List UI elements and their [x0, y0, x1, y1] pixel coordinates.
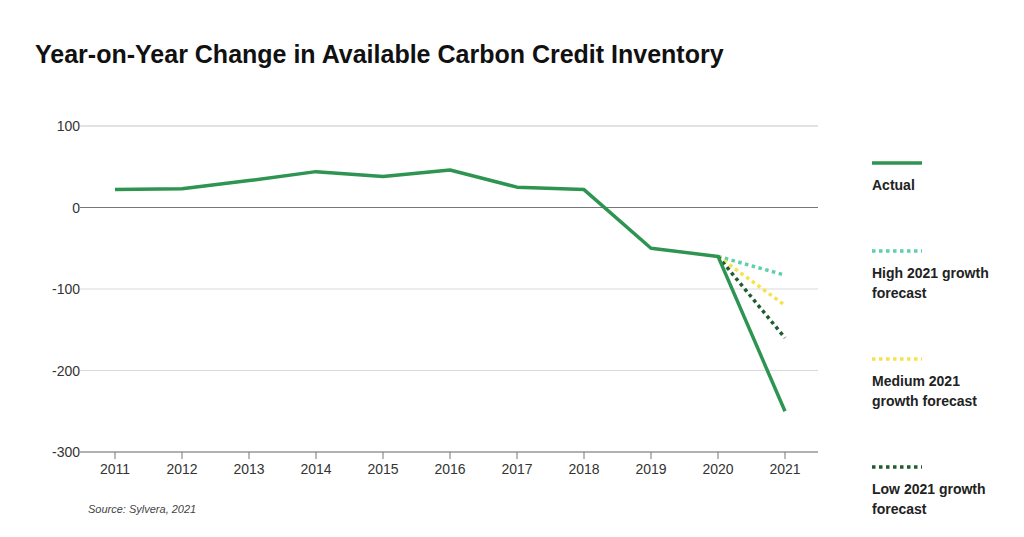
grid	[80, 126, 818, 452]
legend-swatch	[872, 161, 922, 165]
x-tick	[651, 452, 652, 459]
y-tick-label: 100	[57, 118, 81, 134]
chart-svg: Year-on-Year Change in Available Carbon …	[0, 0, 1024, 537]
legend-line: Actual	[872, 177, 915, 193]
x-tick-label: 2019	[635, 461, 666, 477]
legend-swatch	[872, 465, 922, 469]
legend-line: forecast	[872, 501, 927, 517]
legend-line: Medium 2021	[872, 373, 960, 389]
legend-swatch	[872, 249, 922, 253]
x-tick-label: 2014	[300, 461, 331, 477]
x-tick-label: 2015	[367, 461, 398, 477]
x-tick	[115, 452, 116, 459]
x-tick	[316, 452, 317, 459]
series-group	[115, 170, 785, 411]
x-tick-label: 2012	[166, 461, 197, 477]
x-tick-label: 2011	[100, 461, 130, 477]
x-tick-label: 2020	[702, 461, 733, 477]
grid-line	[80, 452, 818, 453]
x-tick	[517, 452, 518, 459]
x-tick-label: 2016	[434, 461, 465, 477]
zero-line	[80, 207, 818, 208]
y-tick-label: -100	[52, 281, 80, 297]
x-tick	[383, 452, 384, 459]
legend-swatch	[872, 357, 922, 361]
x-tick	[249, 452, 250, 459]
legend-label: High 2021 growth forecast	[872, 265, 989, 301]
x-tick-label: 2021	[769, 461, 800, 477]
legend-line: High 2021 growth	[872, 265, 989, 281]
legend-label: Medium 2021 growth forecast	[872, 373, 977, 409]
x-tick-label: 2018	[568, 461, 599, 477]
y-range-top	[80, 126, 818, 127]
x-axis-line	[80, 451, 818, 452]
x-tick	[785, 452, 786, 459]
legend-line: forecast	[872, 285, 927, 301]
y-tick-label: -200	[52, 363, 80, 379]
grid-line	[80, 126, 818, 127]
legend-label: Low 2021 growth forecast	[872, 481, 986, 517]
series-line	[718, 256, 785, 275]
x-tick	[584, 452, 585, 459]
x-tick-label: 2017	[501, 461, 532, 477]
series-line	[115, 170, 785, 411]
source-note: Source: Sylvera, 2021	[88, 503, 196, 515]
chart-title: Year-on-Year Change in Available Carbon …	[35, 40, 724, 68]
legend-label: Actual	[872, 177, 915, 193]
legend-line: growth forecast	[872, 393, 977, 409]
x-tick	[718, 452, 719, 459]
grid-line	[80, 370, 818, 371]
legend: Actual High 2021 growth forecast Medium 202…	[872, 163, 989, 517]
grid-line	[80, 289, 818, 290]
x-tick	[450, 452, 451, 459]
x-tick	[182, 452, 183, 459]
chart-container: Year-on-Year Change in Available Carbon …	[0, 0, 1024, 537]
x-tick-label: 2013	[233, 461, 264, 477]
y-tick-label: 0	[72, 200, 80, 216]
y-tick-label: -300	[52, 444, 80, 460]
series-line	[718, 256, 785, 338]
legend-line: Low 2021 growth	[872, 481, 986, 497]
